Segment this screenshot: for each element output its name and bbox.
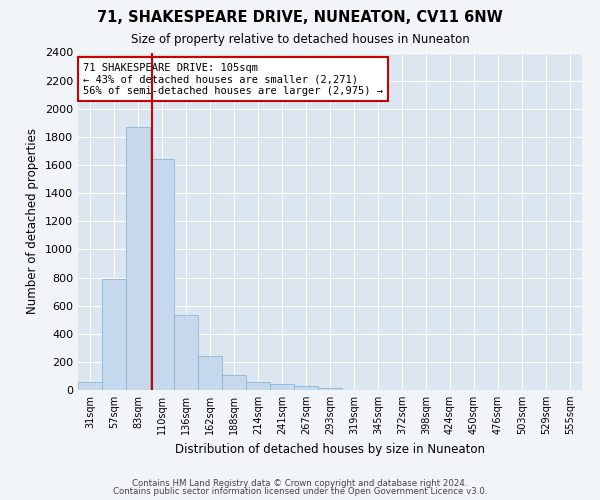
Text: Size of property relative to detached houses in Nuneaton: Size of property relative to detached ho… <box>131 32 469 46</box>
Bar <box>198 356 222 390</box>
Bar <box>270 384 294 390</box>
Text: Contains HM Land Registry data © Crown copyright and database right 2024.: Contains HM Land Registry data © Crown c… <box>132 478 468 488</box>
Bar <box>318 388 342 390</box>
Text: 71 SHAKESPEARE DRIVE: 105sqm
← 43% of detached houses are smaller (2,271)
56% of: 71 SHAKESPEARE DRIVE: 105sqm ← 43% of de… <box>83 62 383 96</box>
Text: 71, SHAKESPEARE DRIVE, NUNEATON, CV11 6NW: 71, SHAKESPEARE DRIVE, NUNEATON, CV11 6N… <box>97 10 503 25</box>
Bar <box>150 160 174 390</box>
Bar <box>246 382 270 390</box>
Text: Contains public sector information licensed under the Open Government Licence v3: Contains public sector information licen… <box>113 487 487 496</box>
Bar <box>222 374 246 390</box>
X-axis label: Distribution of detached houses by size in Nuneaton: Distribution of detached houses by size … <box>175 442 485 456</box>
Bar <box>102 279 126 390</box>
Bar <box>126 127 150 390</box>
Bar <box>78 382 102 390</box>
Bar <box>294 386 318 390</box>
Y-axis label: Number of detached properties: Number of detached properties <box>26 128 40 314</box>
Bar <box>174 316 198 390</box>
